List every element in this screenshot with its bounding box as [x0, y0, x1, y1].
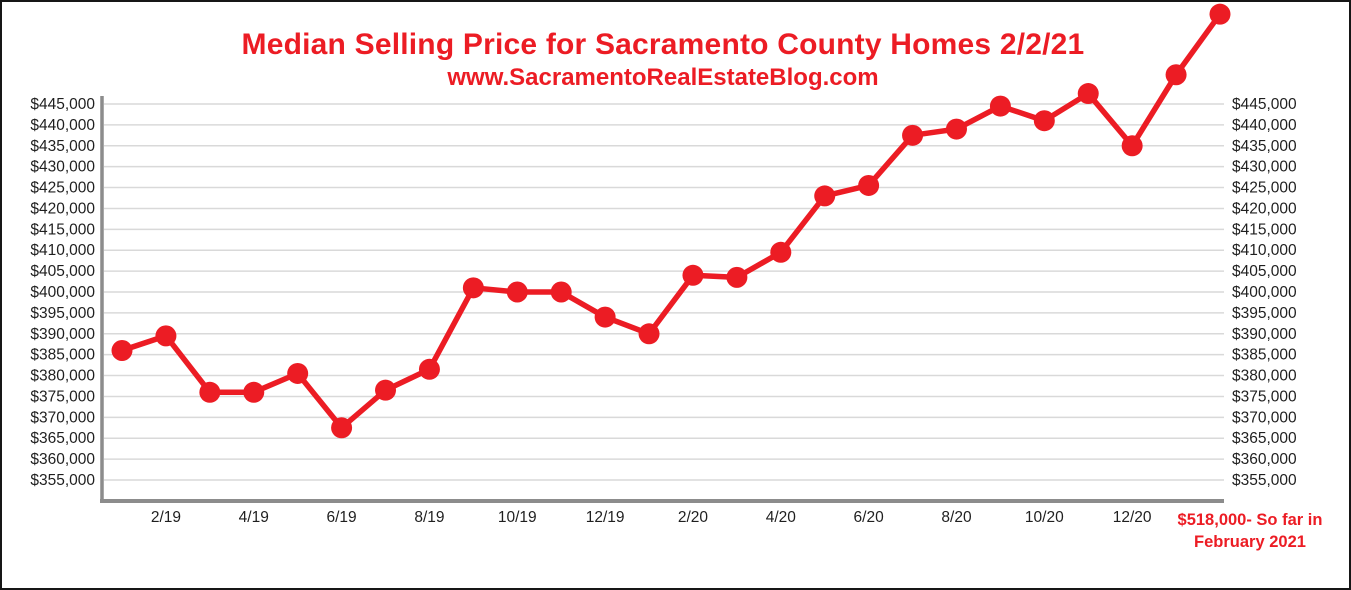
y-axis-label-left: $365,000 [30, 430, 95, 447]
x-axis-label: 6/20 [854, 509, 885, 526]
x-axis-label: 12/19 [586, 509, 625, 526]
data-point-marker [243, 381, 265, 403]
y-axis-label-right: $425,000 [1232, 180, 1297, 197]
y-axis-label-left: $400,000 [30, 284, 95, 301]
y-axis-label-left: $440,000 [30, 117, 95, 134]
y-axis-label-right: $415,000 [1232, 221, 1297, 238]
annotation-february-2021: $518,000- So far in February 2021 [1150, 510, 1349, 553]
y-axis-label-left: $375,000 [30, 388, 95, 405]
y-axis-label-right: $445,000 [1232, 96, 1297, 113]
y-axis-label-left: $445,000 [30, 96, 95, 113]
x-axis-label: 6/19 [327, 509, 357, 526]
data-point-marker [331, 417, 353, 439]
data-point-marker [506, 281, 528, 303]
data-point-marker [858, 174, 880, 196]
data-point-marker [989, 95, 1011, 117]
y-axis-label-right: $365,000 [1232, 430, 1297, 447]
y-axis-label-right: $360,000 [1232, 451, 1297, 468]
data-point-marker [682, 264, 704, 286]
data-point-marker [550, 281, 572, 303]
x-axis-label: 2/20 [678, 509, 709, 526]
data-point-marker [945, 118, 967, 140]
y-axis-label-left: $395,000 [30, 305, 95, 322]
y-axis-label-right: $405,000 [1232, 263, 1297, 280]
y-axis-label-left: $430,000 [30, 159, 95, 176]
y-axis-label-left: $425,000 [30, 180, 95, 197]
data-point-marker [1165, 64, 1187, 86]
y-axis-label-left: $380,000 [30, 368, 95, 385]
y-axis-label-right: $355,000 [1232, 472, 1297, 489]
x-axis-label: 2/19 [151, 509, 181, 526]
data-point-marker [287, 362, 309, 384]
data-point-marker [814, 185, 836, 207]
y-axis-label-left: $420,000 [30, 200, 95, 217]
data-point-marker [155, 325, 177, 347]
y-axis-label-left: $435,000 [30, 138, 95, 155]
y-axis-label-right: $400,000 [1232, 284, 1297, 301]
y-axis-label-left: $415,000 [30, 221, 95, 238]
chart-subtitle: www.SacramentoRealEstateBlog.com [447, 64, 879, 91]
data-point-marker [1033, 110, 1055, 132]
data-point-marker [1121, 135, 1143, 157]
y-axis-label-right: $440,000 [1232, 117, 1297, 134]
data-point-marker [111, 339, 133, 361]
data-point-marker [418, 358, 440, 380]
x-axis-label: 10/19 [498, 509, 537, 526]
y-axis-label-right: $390,000 [1232, 326, 1297, 343]
x-axis-label: 8/20 [941, 509, 972, 526]
y-axis-label-right: $375,000 [1232, 388, 1297, 405]
y-axis-label-right: $410,000 [1232, 242, 1297, 259]
y-axis-label-right: $385,000 [1232, 347, 1297, 364]
data-point-marker [594, 306, 616, 328]
y-axis-label-right: $380,000 [1232, 368, 1297, 385]
annotation-line-1: $518,000- So far in [1177, 511, 1323, 529]
y-axis-label-right: $370,000 [1232, 409, 1297, 426]
x-axis-label: 8/19 [414, 509, 444, 526]
y-axis-label-left: $370,000 [30, 409, 95, 426]
chart-title: Median Selling Price for Sacramento Coun… [241, 28, 1085, 61]
annotation-line-2: February 2021 [1194, 532, 1306, 551]
data-point-marker [199, 381, 221, 403]
y-axis-label-right: $395,000 [1232, 305, 1297, 322]
price-line-series [119, 11, 1223, 431]
y-axis-label-left: $360,000 [30, 451, 95, 468]
data-point-marker [902, 124, 924, 146]
y-axis-label-right: $435,000 [1232, 138, 1297, 155]
y-axis-label-left: $385,000 [30, 347, 95, 364]
y-axis-label-left: $405,000 [30, 263, 95, 280]
data-point-marker [1209, 3, 1231, 25]
data-point-marker [462, 277, 484, 299]
y-axis-label-right: $430,000 [1232, 159, 1297, 176]
y-axis-label-left: $390,000 [30, 326, 95, 343]
y-axis-label-left: $355,000 [30, 472, 95, 489]
data-point-marker [375, 379, 397, 401]
y-axis-label-right: $420,000 [1232, 200, 1297, 217]
x-axis-label: 4/20 [766, 509, 797, 526]
data-point-marker [1077, 83, 1099, 105]
data-point-marker [726, 266, 748, 288]
y-axis-label-left: $410,000 [30, 242, 95, 259]
data-point-marker [770, 241, 792, 263]
x-axis-label: 10/20 [1025, 509, 1064, 526]
x-axis-label: 4/19 [239, 509, 269, 526]
x-axis-label: 12/20 [1113, 509, 1152, 526]
data-point-marker [638, 323, 660, 345]
